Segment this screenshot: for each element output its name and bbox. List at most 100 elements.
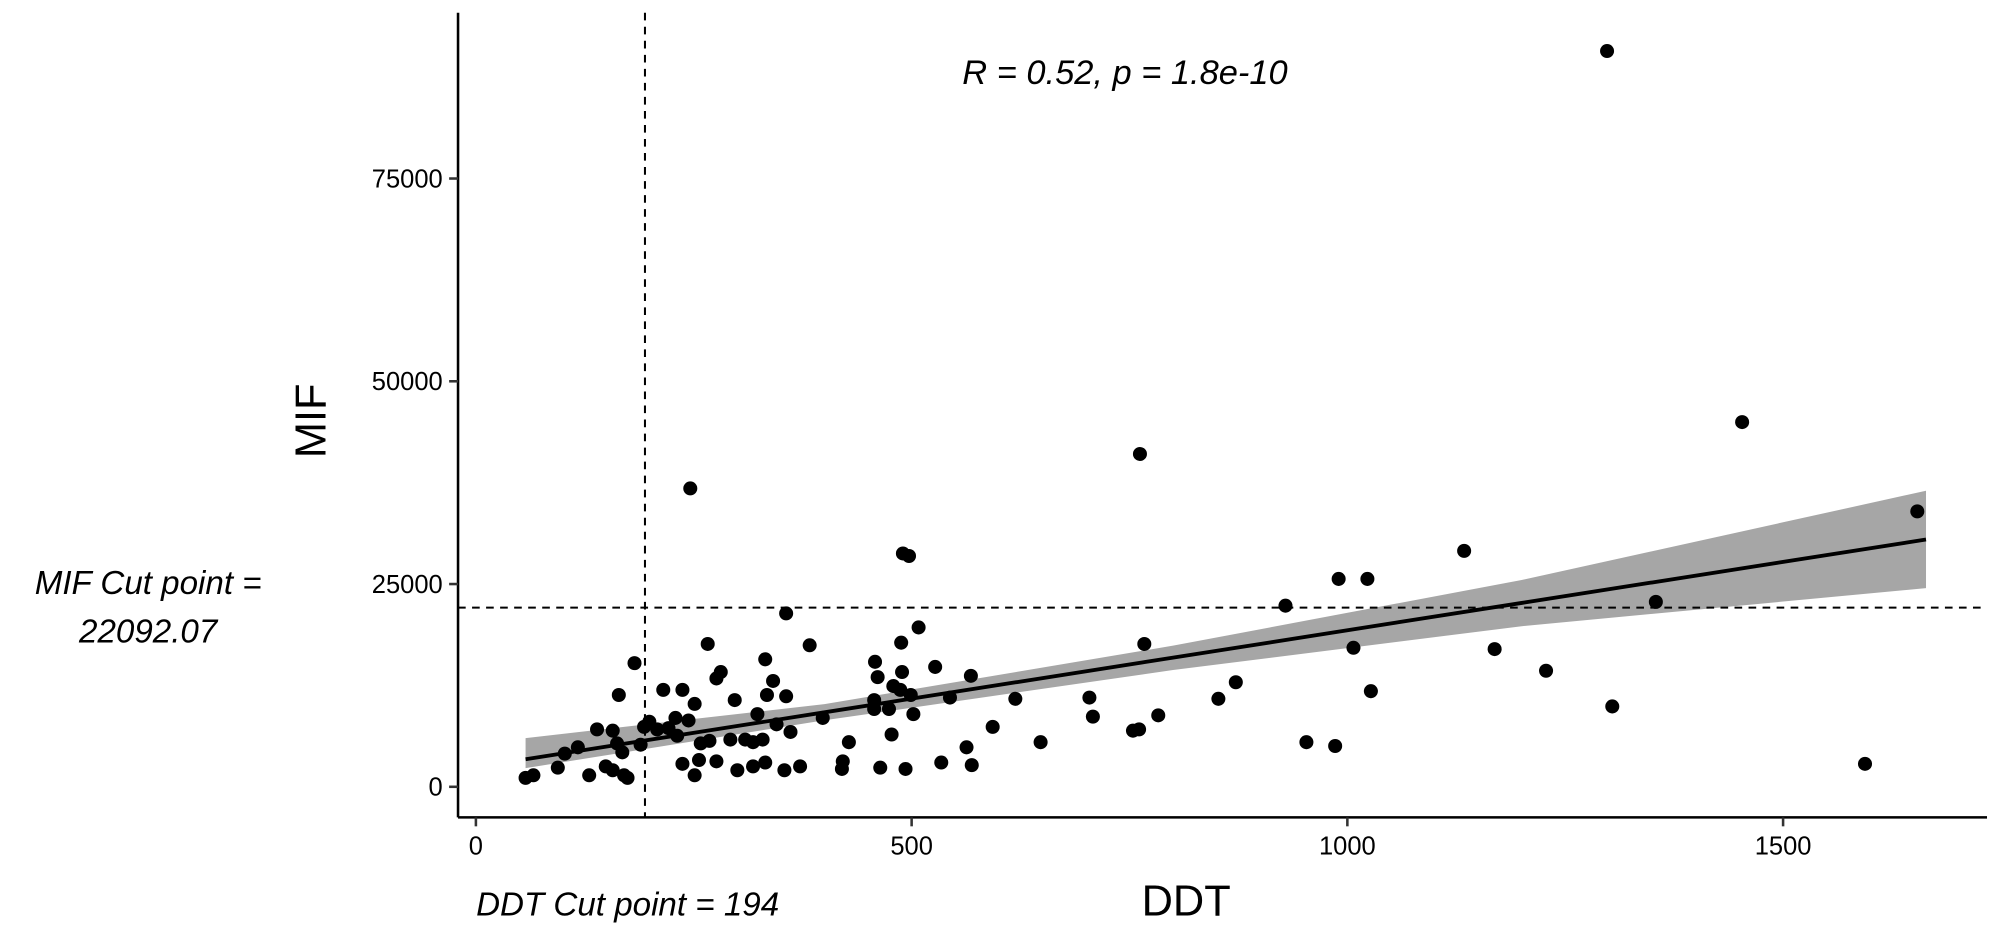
point bbox=[1346, 640, 1361, 655]
point bbox=[802, 638, 817, 653]
point bbox=[841, 735, 856, 750]
y-cut-label: 22092.07 bbox=[78, 614, 219, 651]
point bbox=[779, 606, 794, 621]
x-axis-title: DDT bbox=[1142, 878, 1231, 926]
point bbox=[928, 659, 943, 674]
point bbox=[1487, 642, 1502, 657]
point bbox=[650, 722, 665, 737]
point bbox=[687, 768, 702, 783]
point bbox=[758, 755, 773, 770]
point bbox=[1137, 636, 1152, 651]
point bbox=[895, 665, 910, 680]
point bbox=[615, 745, 630, 760]
y-tick-label: 0 bbox=[429, 774, 443, 802]
point bbox=[1132, 722, 1147, 737]
point bbox=[1648, 594, 1663, 609]
point bbox=[675, 682, 690, 697]
point bbox=[570, 740, 585, 755]
point bbox=[903, 687, 918, 703]
x-tick-label: 0 bbox=[469, 832, 483, 860]
point bbox=[620, 770, 635, 785]
point bbox=[1008, 691, 1023, 706]
point bbox=[656, 682, 671, 697]
point bbox=[700, 636, 715, 651]
point bbox=[898, 761, 913, 776]
point bbox=[777, 763, 792, 778]
point bbox=[870, 670, 885, 685]
point bbox=[902, 548, 917, 563]
x-tick-label: 1000 bbox=[1319, 832, 1376, 860]
point bbox=[963, 668, 978, 683]
y-cut-label: MIF Cut point = bbox=[35, 565, 262, 602]
x-tick-label: 1500 bbox=[1755, 832, 1812, 860]
point bbox=[723, 732, 738, 747]
point bbox=[1228, 675, 1243, 690]
y-tick-label: 75000 bbox=[372, 165, 443, 193]
point bbox=[758, 652, 773, 667]
point bbox=[1033, 735, 1048, 750]
point bbox=[675, 756, 690, 771]
point bbox=[526, 768, 541, 783]
x-tick-label: 500 bbox=[890, 832, 933, 860]
point bbox=[691, 753, 707, 768]
point bbox=[1082, 690, 1097, 705]
point bbox=[1360, 571, 1375, 586]
point bbox=[815, 710, 830, 725]
point bbox=[702, 733, 717, 748]
point bbox=[779, 689, 794, 704]
point bbox=[835, 754, 850, 769]
point bbox=[605, 723, 620, 738]
point bbox=[894, 635, 909, 650]
point bbox=[766, 673, 781, 688]
point bbox=[1910, 504, 1925, 519]
point bbox=[911, 620, 926, 635]
point bbox=[884, 727, 899, 742]
fit-line bbox=[525, 537, 1927, 762]
point bbox=[873, 760, 888, 775]
point bbox=[769, 717, 784, 732]
point bbox=[1299, 735, 1314, 750]
point bbox=[1605, 699, 1620, 714]
point bbox=[750, 707, 765, 722]
point bbox=[557, 746, 572, 761]
point bbox=[681, 713, 696, 728]
point bbox=[709, 754, 724, 769]
point bbox=[759, 687, 774, 703]
point bbox=[633, 737, 648, 752]
point bbox=[1211, 691, 1226, 706]
point bbox=[906, 707, 921, 722]
x-cut-label: DDT Cut point = 194 bbox=[476, 887, 779, 924]
point bbox=[1328, 738, 1343, 754]
point bbox=[959, 740, 974, 755]
point bbox=[582, 768, 597, 783]
point bbox=[683, 481, 698, 496]
point bbox=[1457, 543, 1472, 558]
point bbox=[1085, 709, 1100, 724]
annotation: R = 0.52, p = 1.8e-10 bbox=[962, 54, 1287, 92]
point bbox=[868, 654, 883, 669]
point bbox=[867, 702, 882, 717]
point bbox=[746, 759, 761, 774]
point bbox=[727, 693, 742, 708]
point bbox=[670, 728, 685, 743]
point bbox=[1363, 684, 1378, 699]
point bbox=[1857, 756, 1873, 771]
y-axis-title: MIF bbox=[287, 384, 335, 459]
point bbox=[668, 710, 683, 725]
point bbox=[1600, 44, 1615, 59]
point bbox=[893, 682, 908, 697]
point bbox=[550, 760, 565, 775]
point bbox=[1735, 415, 1750, 430]
point bbox=[942, 690, 957, 705]
point bbox=[985, 719, 1000, 734]
y-tick-label: 25000 bbox=[372, 571, 443, 599]
point bbox=[1278, 598, 1293, 613]
point bbox=[934, 755, 949, 770]
point bbox=[793, 759, 808, 774]
point bbox=[881, 702, 896, 717]
point bbox=[611, 687, 626, 703]
y-tick-label: 50000 bbox=[372, 368, 443, 396]
point bbox=[1151, 708, 1166, 723]
